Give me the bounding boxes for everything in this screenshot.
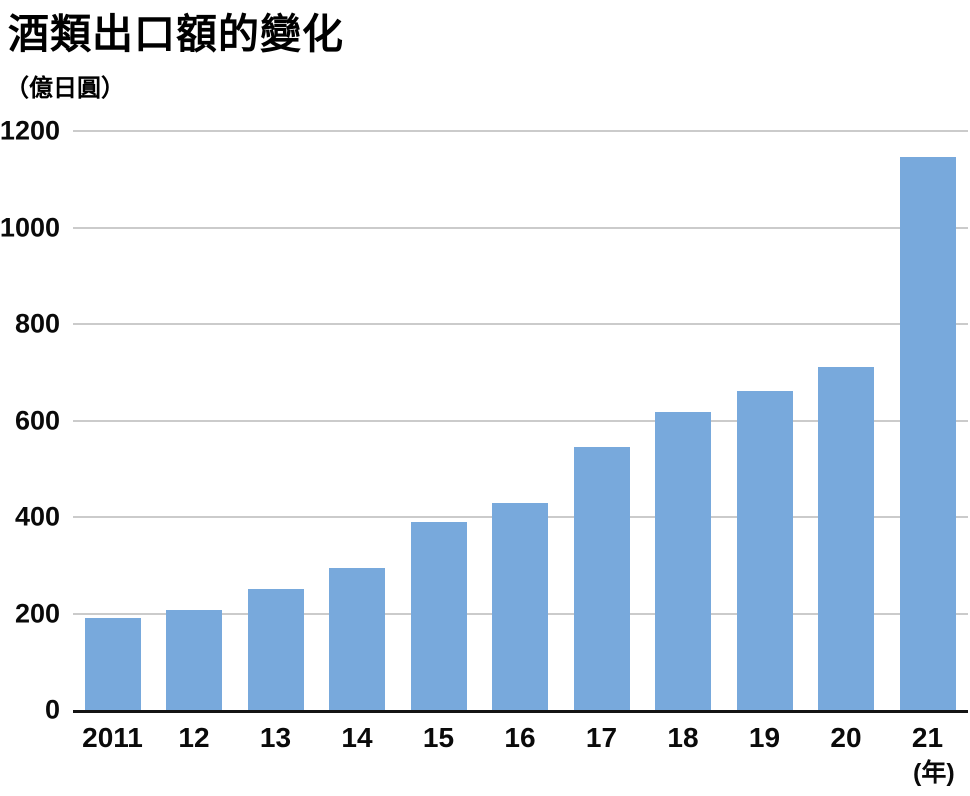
gridline-1000 <box>73 226 968 229</box>
bar-21 <box>899 157 956 710</box>
x-tick-label-20: 20 <box>830 722 862 753</box>
x-tick-label-13: 13 <box>259 722 292 753</box>
bar-19 <box>736 391 793 710</box>
y-tick-label-800: 800 <box>14 308 60 339</box>
x-tick-label-16: 16 <box>504 722 536 753</box>
x-tick-label-2011: 2011 <box>82 722 143 753</box>
bar-17 <box>573 447 630 710</box>
y-tick-label-400: 400 <box>14 501 60 532</box>
gridline-600 <box>73 419 968 422</box>
bar-20 <box>818 367 874 710</box>
bar-14 <box>329 568 385 710</box>
bar-2011 <box>84 618 141 710</box>
y-axis-unit-label: （億日圓） <box>5 75 125 102</box>
x-tick-label-15: 15 <box>422 722 455 753</box>
gridline-1200 <box>73 130 968 132</box>
bar-13 <box>247 589 304 710</box>
x-tick-label-17: 17 <box>585 722 618 753</box>
gridline-800 <box>73 323 968 325</box>
x-tick-label-19: 19 <box>748 722 781 753</box>
y-tick-label-1000: 1000 <box>0 212 60 242</box>
y-tick-label-200: 200 <box>14 598 60 628</box>
x-tick-label-21: 21 <box>911 722 944 753</box>
bar-12 <box>166 610 222 710</box>
bar-16 <box>492 503 548 710</box>
x-tick-label-18: 18 <box>667 722 699 753</box>
x-tick-label-14: 14 <box>341 722 373 753</box>
y-tick-label-600: 600 <box>14 405 60 435</box>
chart-title: 酒類出口額的變化 <box>8 11 344 57</box>
plot-area <box>73 130 968 713</box>
bar-18 <box>655 412 711 710</box>
x-axis-unit-label: (年) <box>913 759 955 787</box>
x-tick-label-12: 12 <box>178 722 210 753</box>
y-tick-label-1200: 1200 <box>0 115 60 146</box>
bar-15 <box>410 522 467 710</box>
y-tick-label-0: 0 <box>44 694 60 725</box>
